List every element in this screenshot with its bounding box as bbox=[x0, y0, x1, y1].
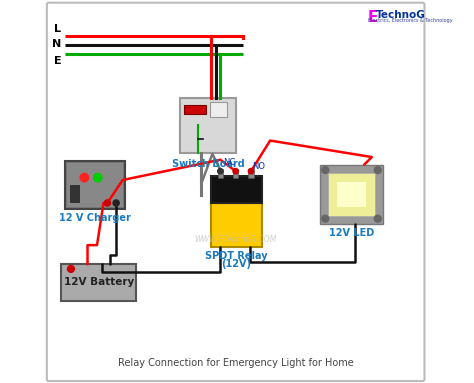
Bar bbox=[337, 182, 366, 207]
FancyBboxPatch shape bbox=[47, 3, 425, 381]
Circle shape bbox=[233, 169, 238, 174]
Circle shape bbox=[248, 169, 254, 174]
Text: TechnoG: TechnoG bbox=[375, 10, 425, 20]
Bar bbox=[210, 102, 227, 117]
Text: NC: NC bbox=[223, 159, 235, 167]
Bar bbox=[328, 173, 374, 216]
Bar bbox=[65, 161, 125, 209]
Circle shape bbox=[67, 265, 74, 272]
Bar bbox=[211, 203, 263, 247]
Text: 12V LED: 12V LED bbox=[329, 228, 374, 238]
Bar bbox=[184, 105, 206, 114]
Bar bbox=[320, 165, 383, 224]
Text: NO: NO bbox=[252, 162, 265, 171]
Text: Relay Connection for Emergency Light for Home: Relay Connection for Emergency Light for… bbox=[118, 358, 354, 368]
Circle shape bbox=[322, 215, 329, 222]
Circle shape bbox=[93, 173, 102, 182]
Text: 12 V Charger: 12 V Charger bbox=[59, 213, 131, 223]
Text: 12V Battery: 12V Battery bbox=[64, 277, 134, 288]
Circle shape bbox=[218, 169, 223, 174]
Bar bbox=[211, 176, 263, 203]
Circle shape bbox=[374, 215, 381, 222]
Circle shape bbox=[113, 200, 119, 206]
Text: E: E bbox=[54, 56, 62, 66]
Text: E: E bbox=[368, 10, 378, 25]
Bar bbox=[62, 264, 136, 301]
Bar bbox=[180, 98, 236, 153]
Bar bbox=[233, 169, 238, 178]
Text: SPDT Relay: SPDT Relay bbox=[205, 250, 268, 260]
Circle shape bbox=[104, 200, 110, 206]
Bar bbox=[70, 185, 79, 202]
Text: WWW.ETechnoG.COM: WWW.ETechnoG.COM bbox=[194, 235, 277, 244]
Text: Switch Board: Switch Board bbox=[172, 159, 244, 169]
Bar bbox=[67, 163, 123, 207]
Circle shape bbox=[80, 173, 89, 182]
Bar bbox=[248, 169, 254, 178]
Text: L: L bbox=[55, 25, 62, 34]
Circle shape bbox=[322, 167, 329, 173]
Text: Electrics, Electronics & Technology: Electrics, Electronics & Technology bbox=[368, 18, 452, 23]
Bar bbox=[218, 169, 223, 178]
Text: (12V): (12V) bbox=[222, 259, 252, 269]
Text: N: N bbox=[52, 39, 62, 49]
Circle shape bbox=[374, 167, 381, 173]
